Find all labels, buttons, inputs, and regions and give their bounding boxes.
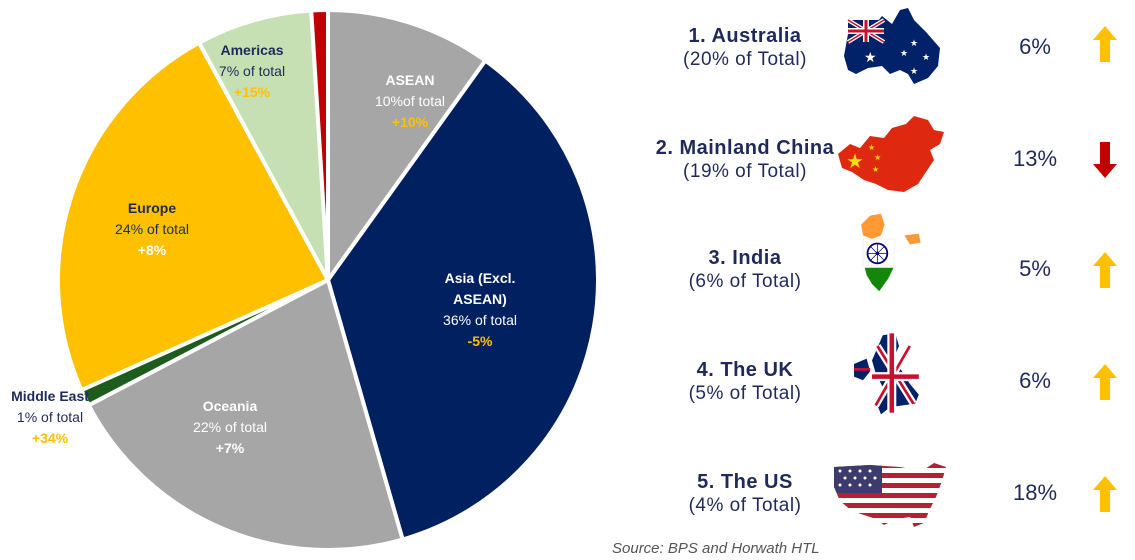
slice-name: Middle East <box>11 388 89 404</box>
ranking-row-4: 4. The UK (5% of Total) 6% <box>625 333 1130 444</box>
slice-growth: -5% <box>467 333 493 349</box>
ranking-row-2: 2. Mainland China (19% of Total) ★ ★ ★ ★… <box>625 112 1130 222</box>
pie-slice-asean <box>326 8 488 282</box>
slice-label: Asia (Excl. ASEAN) 36% of total -5% <box>420 268 540 352</box>
australia-flag-map-icon: ★ ★ ★ ★ ★ <box>844 8 940 84</box>
pie-slice-americas <box>197 8 330 282</box>
slice-share: 10%of total <box>374 93 446 109</box>
ranking-value: 6% <box>1019 368 1051 393</box>
slice-growth: +15% <box>233 84 271 100</box>
slice-growth: +7% <box>215 440 245 456</box>
pie-slice-asia-excl-asean <box>326 58 601 542</box>
ranking-text-2: 2. Mainland China (19% of Total) <box>645 136 845 184</box>
india-flag-map-icon <box>861 213 921 292</box>
svg-text:★: ★ <box>910 67 918 77</box>
svg-text:★: ★ <box>910 39 918 49</box>
svg-text:★: ★ <box>874 153 881 162</box>
ranking-subtitle: (6% of Total) <box>688 271 802 292</box>
ranking-subtitle: (5% of Total) <box>688 383 802 404</box>
slice-share: 36% of total <box>443 312 517 328</box>
ranking-title: 5. The US <box>697 471 793 493</box>
ranking-value: 18% <box>1012 480 1058 505</box>
pie-slice-other <box>309 7 330 282</box>
slice-name: Europe <box>127 200 177 216</box>
ranking-subtitle: (19% of Total) <box>683 161 807 182</box>
svg-text:★: ★ <box>846 149 864 173</box>
slice-label: Americas 7% of total +15% <box>197 40 307 103</box>
ranking-row-3: 3. India (6% of Total) 5% <box>625 213 1130 332</box>
svg-text:★: ★ <box>922 53 930 63</box>
ranking-subtitle: (4% of Total) <box>688 495 802 516</box>
arrow-down-icon <box>1093 142 1117 178</box>
pie-chart: ASEAN 10%of total +10% Asia (Excl. ASEAN) 36… <box>5 7 601 552</box>
ranking-text-5: 5. The US (4% of Total) <box>645 470 845 518</box>
pie-slice-europe <box>56 40 330 393</box>
slice-growth: +34% <box>31 430 69 446</box>
us-flag-map-icon <box>834 463 946 527</box>
ranking-row-1: 1. Australia (20% of Total) ★ ★ ★ ★ ★ 6% <box>625 0 1130 110</box>
ranking-value: 6% <box>1019 34 1051 59</box>
ranking-title: 2. Mainland China <box>655 137 835 159</box>
slice-name: Americas <box>220 42 284 58</box>
ranking-title: 3. India <box>708 247 782 269</box>
arrow-up-icon <box>1093 26 1117 62</box>
arrow-up-icon <box>1093 252 1117 288</box>
uk-flag-map-icon <box>854 333 919 415</box>
slice-growth: +10% <box>391 114 429 130</box>
slice-label: Europe 24% of total +8% <box>92 198 212 261</box>
slice-growth: +8% <box>137 242 167 258</box>
slice-label: Oceania 22% of total +7% <box>170 396 290 459</box>
svg-text:★: ★ <box>864 50 877 66</box>
ranking-subtitle: (20% of Total) <box>683 49 807 70</box>
ranking-text-4: 4. The UK (5% of Total) <box>645 358 845 406</box>
china-flag-map-icon: ★ ★ ★ ★ <box>838 116 944 192</box>
pie-chart-svg <box>56 7 601 552</box>
arrow-up-icon <box>1093 364 1117 400</box>
slice-label: Middle East 1% of total +34% <box>5 386 95 449</box>
slice-name: Oceania <box>202 398 258 414</box>
slice-share: 24% of total <box>115 221 189 237</box>
ranking-title: 4. The UK <box>696 359 794 381</box>
svg-text:★: ★ <box>868 143 875 152</box>
ranking-text-1: 1. Australia (20% of Total) <box>645 24 845 72</box>
ranking-row-5: 5. The US (4% of Total) 18% <box>625 446 1130 556</box>
slice-share: 22% of total <box>193 419 267 435</box>
ranking-value: 13% <box>1012 146 1058 171</box>
svg-text:★: ★ <box>900 49 908 59</box>
slice-share: 7% of total <box>218 63 286 79</box>
slice-share: 1% of total <box>16 409 84 425</box>
slice-name: Asia (Excl. ASEAN) <box>444 270 516 307</box>
source-note: Source: BPS and Horwath HTL <box>612 540 820 557</box>
ranking-value: 5% <box>1019 256 1051 281</box>
ranking-title: 1. Australia <box>688 25 802 47</box>
ranking-text-3: 3. India (6% of Total) <box>645 246 845 294</box>
svg-text:★: ★ <box>872 165 879 174</box>
slice-name: ASEAN <box>385 72 435 88</box>
slice-label: ASEAN 10%of total +10% <box>355 70 465 133</box>
pie-slice-oceania <box>86 278 405 552</box>
arrow-up-icon <box>1093 476 1117 512</box>
